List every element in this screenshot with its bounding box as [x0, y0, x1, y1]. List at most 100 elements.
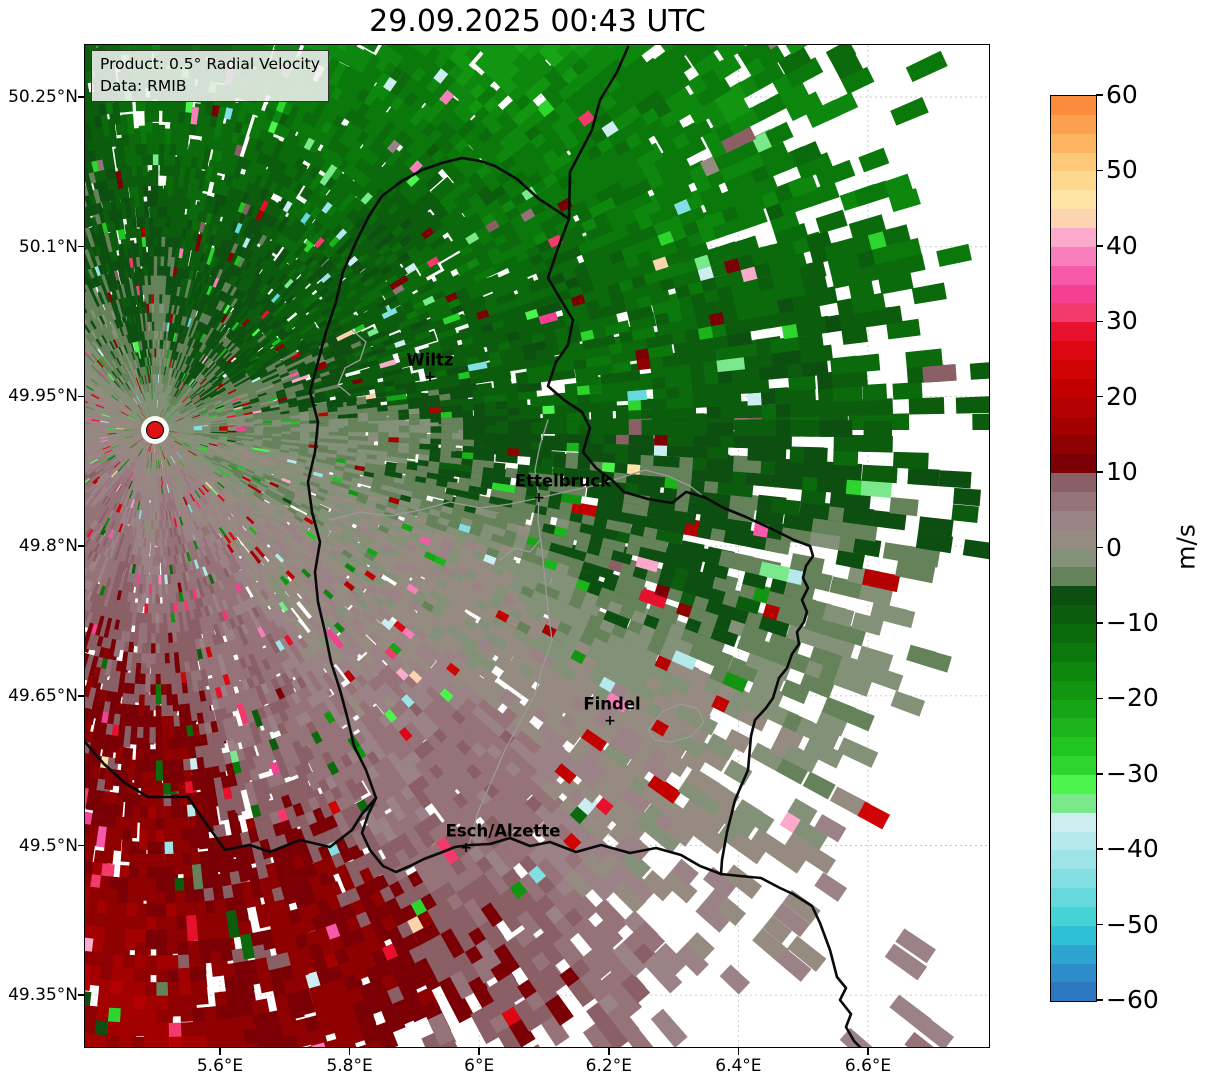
city-label: Esch/Alzette	[445, 821, 561, 841]
colorbar-band	[1051, 152, 1096, 172]
y-axis-tick-label: 49.35°N	[8, 985, 78, 1006]
colorbar-tickmark	[1096, 848, 1103, 850]
x-axis-tick-label: 5.6°E	[196, 1056, 244, 1076]
radar-velocity-map-canvas	[85, 45, 990, 1048]
colorbar-tickmark	[1096, 169, 1103, 172]
x-axis-tickmark	[478, 1048, 480, 1055]
city-marker: +	[533, 490, 545, 506]
colorbar-band	[1051, 906, 1096, 926]
colorbar-band	[1051, 793, 1096, 813]
colorbar-band	[1051, 812, 1096, 832]
colorbar-tick-label: −30	[1106, 758, 1159, 788]
x-axis-tick-label: 6.6°E	[844, 1056, 892, 1076]
colorbar-tickmark	[1096, 773, 1103, 775]
product-label: Product: 0.5° Radial Velocity	[100, 55, 320, 73]
colorbar-band	[1051, 360, 1096, 379]
colorbar-tick-label: 50	[1106, 155, 1138, 185]
colorbar-band	[1051, 265, 1096, 285]
colorbar-band	[1051, 228, 1096, 247]
colorbar-band	[1051, 756, 1096, 775]
colorbar-band	[1051, 624, 1096, 643]
colorbar-band	[1051, 378, 1096, 398]
colorbar-band	[1051, 510, 1096, 530]
x-axis-tick-label: 5.8°E	[326, 1056, 373, 1076]
colorbar-tick-label: −40	[1106, 834, 1159, 864]
colorbar-band	[1051, 869, 1096, 889]
colorbar-tick-label: 0	[1106, 532, 1122, 562]
product-info-box: Product: 0.5° Radial Velocity Data: RMIB	[91, 50, 329, 103]
x-axis-tickmark	[608, 1048, 610, 1055]
colorbar-band	[1051, 473, 1096, 493]
colorbar-band	[1051, 114, 1096, 134]
radar-site-marker	[146, 421, 164, 439]
colorbar-band	[1051, 699, 1096, 719]
y-axis-tick-label: 49.65°N	[8, 685, 78, 706]
x-axis-tickmark	[867, 1048, 869, 1055]
colorbar-band	[1051, 605, 1096, 625]
colorbar-band	[1051, 171, 1096, 191]
colorbar-tickmark	[1096, 245, 1103, 247]
colorbar-tick-label: −60	[1106, 985, 1159, 1014]
colorbar-tick-label: 20	[1106, 381, 1138, 411]
colorbar-tick-label: 40	[1106, 230, 1138, 260]
plot-title: 29.09.2025 00:43 UTC	[369, 4, 706, 39]
colorbar-band	[1051, 888, 1096, 907]
y-axis-tick-label: 49.8°N	[18, 536, 78, 557]
colorbar-band	[1051, 925, 1096, 945]
colorbar-tickmark	[1096, 320, 1103, 322]
colorbar-band	[1051, 454, 1096, 474]
colorbar-band	[1051, 831, 1096, 851]
colorbar-band	[1051, 209, 1096, 229]
x-axis-tick-label: 6°E	[464, 1056, 495, 1076]
colorbar-band	[1051, 642, 1096, 662]
colorbar-band	[1051, 850, 1096, 870]
colorbar-tickmark	[1096, 923, 1103, 926]
city-marker: +	[424, 369, 436, 385]
y-axis-tickmark	[78, 994, 85, 996]
colorbar-band	[1051, 397, 1096, 417]
y-axis-tickmark	[78, 245, 85, 248]
colorbar-band	[1051, 284, 1096, 304]
y-axis-tick-label: 50.25°N	[8, 87, 78, 107]
x-axis-tick-label: 6.4°E	[715, 1056, 762, 1076]
colorbar-band	[1051, 416, 1096, 436]
colorbar-band	[1051, 548, 1096, 568]
data-source-label: Data: RMIB	[100, 76, 187, 95]
colorbar-band	[1051, 774, 1096, 794]
colorbar-tickmark	[1096, 622, 1103, 624]
colorbar-tick-label: −10	[1106, 607, 1159, 637]
colorbar-band	[1051, 133, 1096, 153]
colorbar	[1050, 95, 1097, 1002]
colorbar-band	[1051, 586, 1096, 606]
colorbar-band	[1051, 567, 1096, 587]
colorbar-tick-label: −50	[1106, 909, 1159, 939]
city-marker: +	[604, 713, 616, 729]
colorbar-band	[1051, 982, 1096, 1002]
colorbar-band	[1051, 96, 1096, 115]
colorbar-band	[1051, 963, 1096, 983]
colorbar-band	[1051, 661, 1096, 681]
colorbar-band	[1051, 680, 1096, 700]
x-axis-tickmark	[219, 1048, 221, 1055]
y-axis-tickmark	[78, 545, 85, 547]
city-label: Ettelbruck	[514, 471, 612, 491]
colorbar-band	[1051, 322, 1096, 342]
x-axis-tickmark	[348, 1048, 351, 1055]
x-axis-tick-label: 6.2°E	[585, 1056, 632, 1076]
y-axis-tick-label: 49.95°N	[8, 386, 78, 407]
city-label: Findel	[583, 694, 641, 714]
y-axis-tick-label: 50.1°N	[18, 236, 78, 257]
colorbar-band	[1051, 944, 1096, 964]
city-label: Wiltz	[406, 350, 454, 370]
colorbar-band	[1051, 435, 1096, 455]
colorbar-band	[1051, 246, 1096, 266]
y-axis-tickmark	[78, 844, 85, 847]
y-axis-tickmark	[78, 395, 85, 398]
colorbar-tick-label: −20	[1106, 683, 1159, 713]
y-axis-tick-label: 49.5°N	[18, 835, 78, 856]
y-axis-tickmark	[78, 96, 85, 98]
colorbar-tickmark	[1096, 697, 1103, 700]
city-marker: +	[460, 840, 472, 856]
colorbar-tick-label: 30	[1106, 306, 1138, 336]
x-axis-tickmark	[737, 1048, 740, 1055]
